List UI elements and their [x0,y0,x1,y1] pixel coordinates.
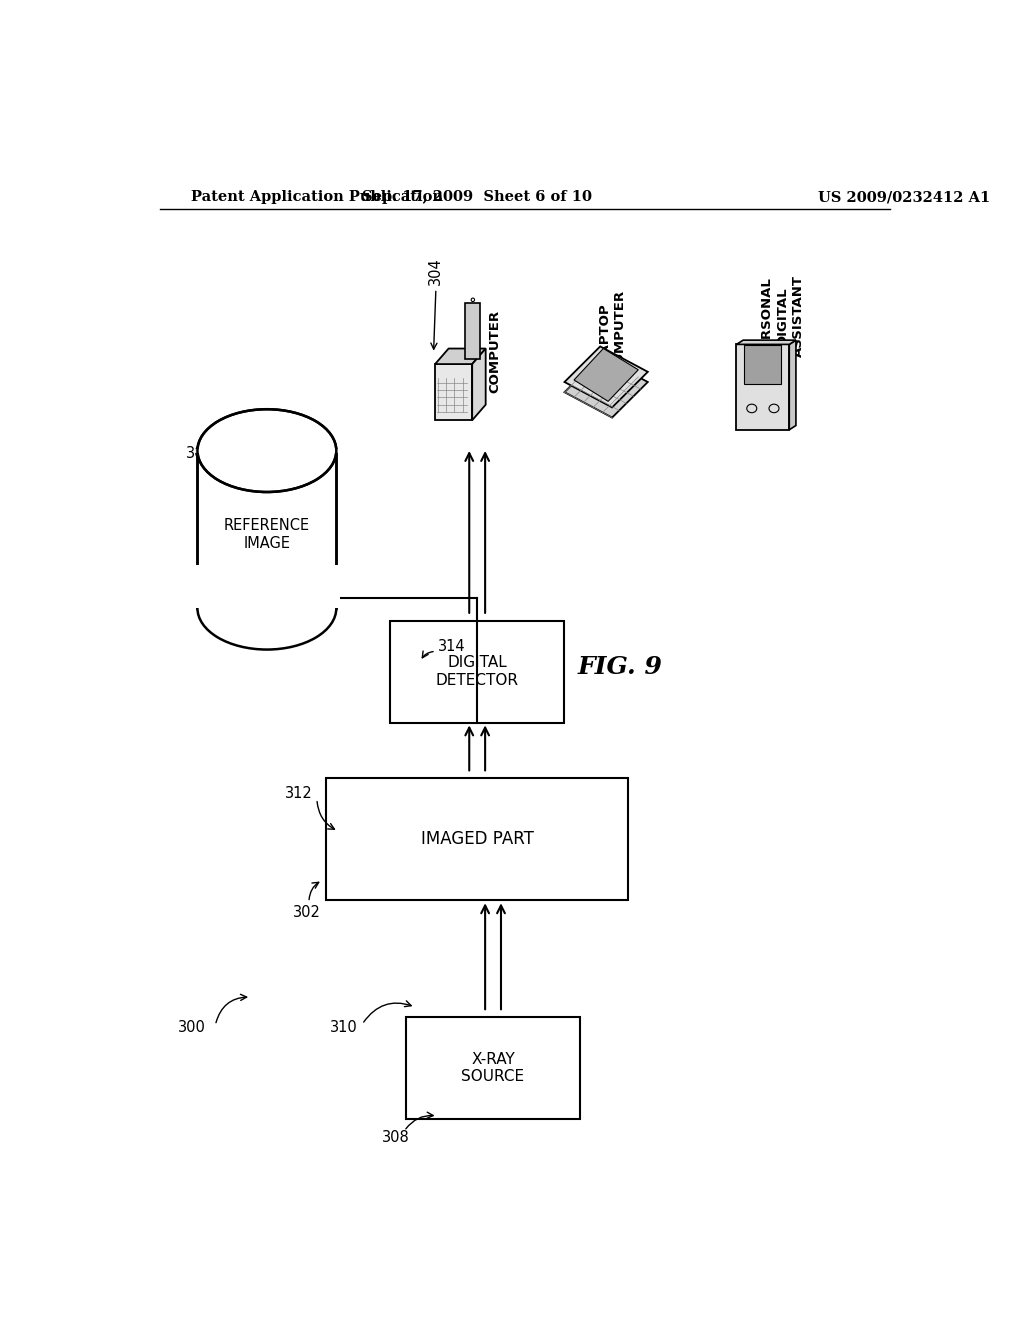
Text: 312: 312 [285,787,313,801]
Bar [406,1018,581,1119]
Text: Sep. 17, 2009  Sheet 6 of 10: Sep. 17, 2009 Sheet 6 of 10 [362,190,592,205]
Bar [736,345,790,430]
Text: FIG. 9: FIG. 9 [578,655,663,678]
Bar [390,620,564,722]
Text: 304: 304 [428,257,443,285]
Text: Patent Application Publication: Patent Application Publication [191,190,443,205]
Polygon shape [564,356,648,417]
Text: 300: 300 [178,1020,206,1035]
Polygon shape [790,341,796,430]
Polygon shape [574,348,638,401]
Text: X-RAY
SOURCE: X-RAY SOURCE [462,1052,524,1084]
Text: REFERENCE
IMAGE: REFERENCE IMAGE [224,519,310,550]
Text: 306: 306 [186,446,214,461]
Polygon shape [564,346,648,408]
Text: 314: 314 [437,639,465,653]
Bar [466,304,480,359]
Bar [198,450,336,609]
Ellipse shape [471,298,474,301]
Polygon shape [472,348,485,420]
Text: LAPTOP
COMPUTER: LAPTOP COMPUTER [598,289,627,372]
Text: DIGITAL
DETECTOR: DIGITAL DETECTOR [435,656,519,688]
Text: US 2009/0232412 A1: US 2009/0232412 A1 [818,190,990,205]
Text: PERSONAL
DIGITAL
ASSISTANT: PERSONAL DIGITAL ASSISTANT [760,275,805,356]
Text: 308: 308 [382,1130,410,1144]
Bar [327,779,628,900]
Text: 302: 302 [293,906,321,920]
Bar [194,565,340,609]
Text: IMAGED PART: IMAGED PART [421,830,534,849]
Text: 310: 310 [331,1020,358,1035]
Polygon shape [736,341,796,345]
Text: COMPUTER: COMPUTER [488,310,501,393]
Bar [744,346,781,384]
Bar [435,364,472,420]
Ellipse shape [198,566,336,649]
Polygon shape [435,348,485,364]
Ellipse shape [198,409,336,492]
